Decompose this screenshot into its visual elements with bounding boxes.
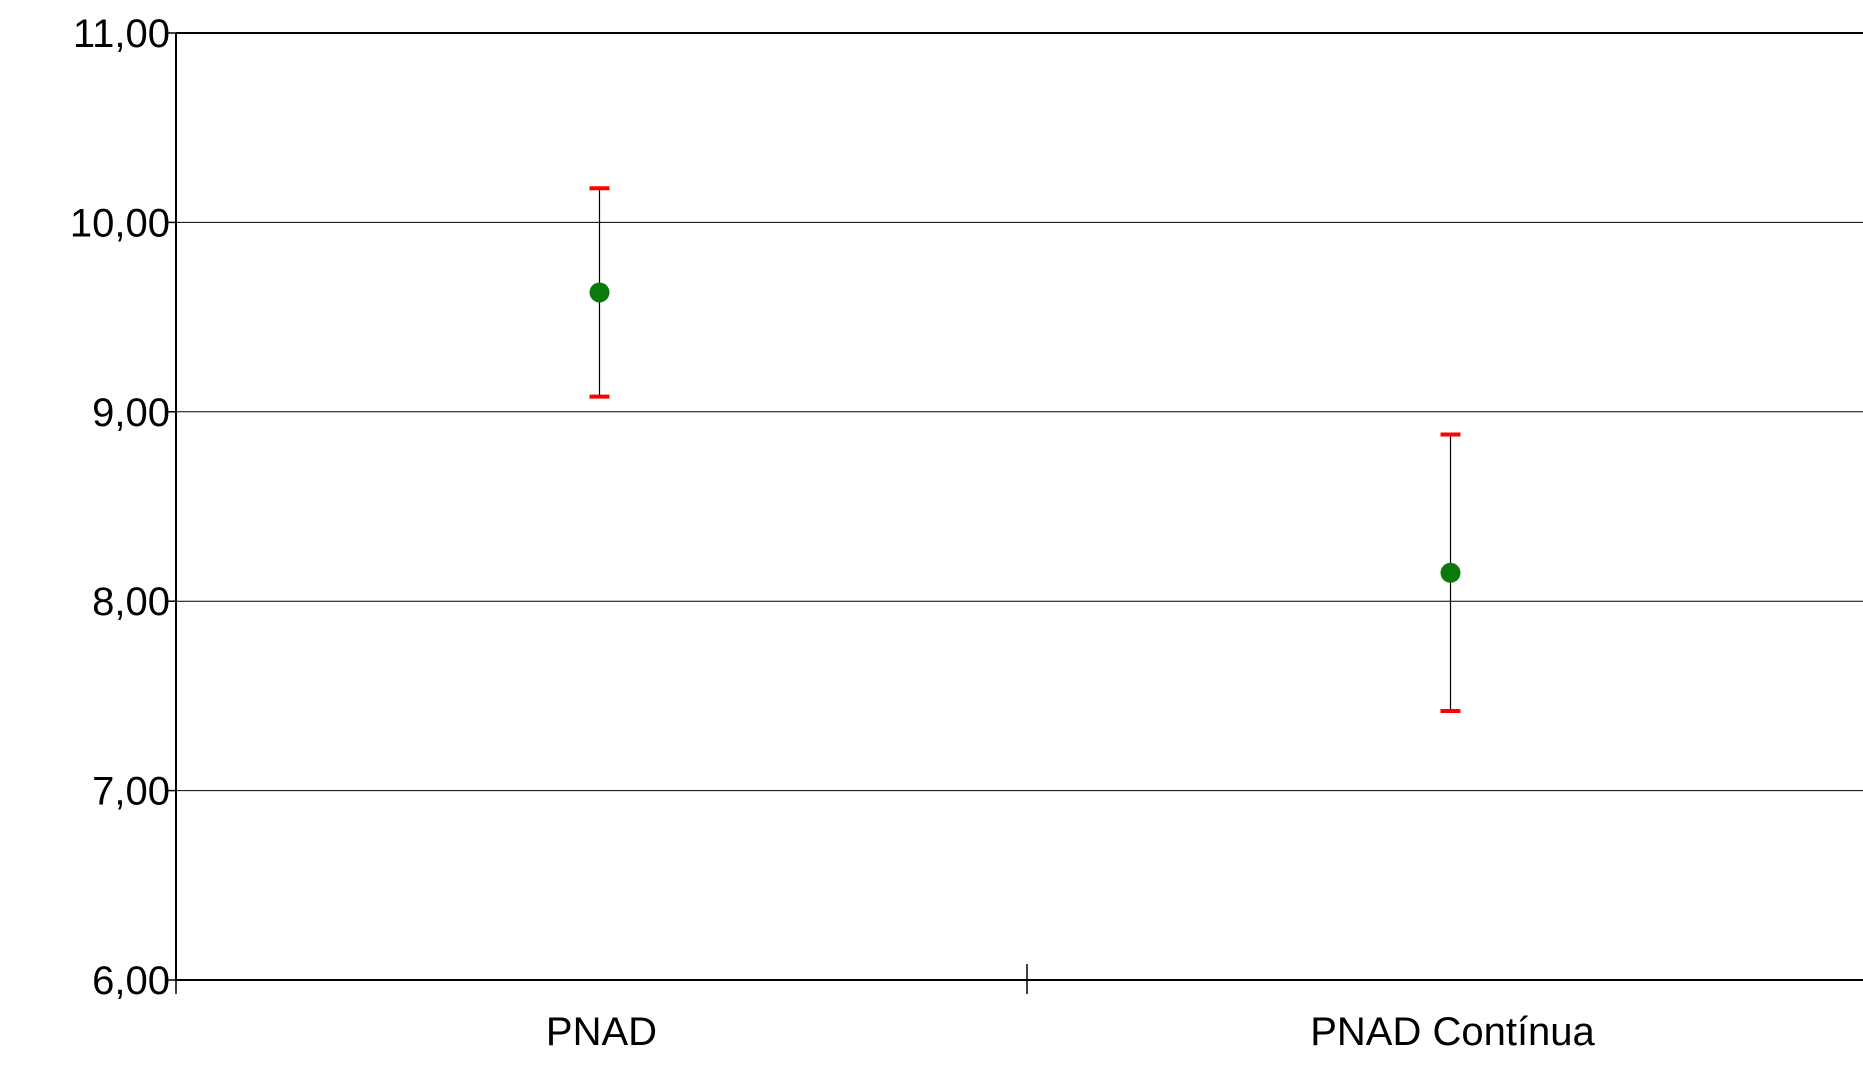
y-tick-label: 9,00 bbox=[92, 391, 170, 435]
y-tick-label: 8,00 bbox=[92, 580, 170, 624]
y-tick-label: 7,00 bbox=[92, 770, 170, 814]
grid-lines bbox=[176, 32, 1863, 792]
y-tick-label: 6,00 bbox=[92, 959, 170, 1003]
data-points bbox=[589, 282, 1461, 583]
y-tick-label: 10,00 bbox=[70, 201, 170, 245]
error-bars bbox=[589, 186, 1461, 714]
data-point bbox=[1440, 562, 1461, 583]
x-category-label: PNAD bbox=[546, 1010, 657, 1054]
x-axis-ticks: PNAD PNAD Contínua bbox=[175, 964, 1596, 1054]
data-point bbox=[589, 282, 610, 303]
y-axis-ticks: 6,00 7,00 8,00 9,00 10,00 11,00 bbox=[70, 12, 176, 1003]
axes bbox=[175, 32, 1863, 981]
x-category-label: PNAD Contínua bbox=[1310, 1010, 1595, 1054]
y-tick-label: 11,00 bbox=[73, 12, 170, 56]
